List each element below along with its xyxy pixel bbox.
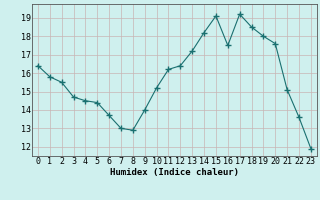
X-axis label: Humidex (Indice chaleur): Humidex (Indice chaleur)	[110, 168, 239, 177]
